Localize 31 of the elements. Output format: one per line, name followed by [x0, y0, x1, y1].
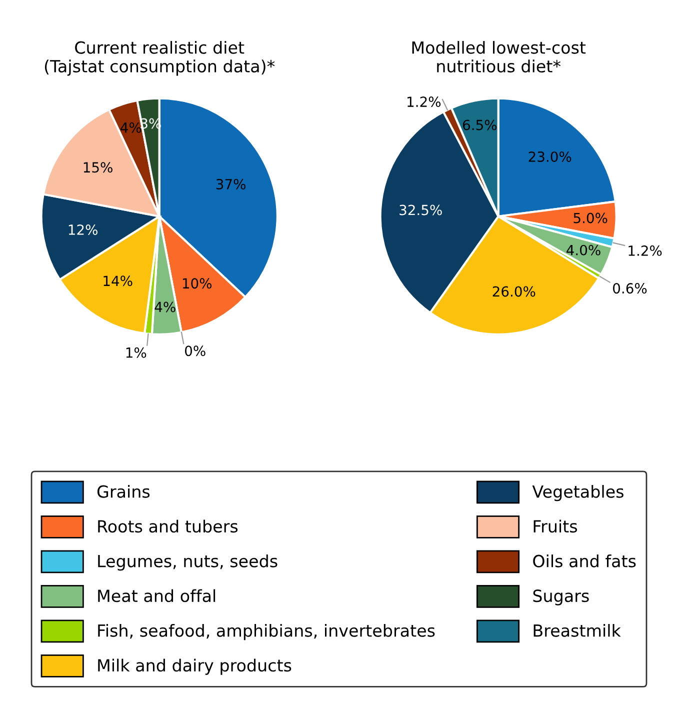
- data-label: 26.0%: [492, 286, 536, 297]
- data-label: 1.2%: [408, 96, 441, 108]
- data-label: 0.6%: [613, 283, 647, 294]
- legend-label: Milk and dairy products: [98, 658, 292, 675]
- data-label: 1%: [126, 347, 146, 358]
- legend-label: Vegetables: [532, 484, 624, 502]
- data-label: 14%: [104, 276, 132, 286]
- data-label: 32.5%: [400, 204, 442, 216]
- data-label: 4.0%: [566, 244, 600, 256]
- chart-title: Modelled lowest-cost nutritious diet*: [412, 40, 586, 73]
- data-label: 37%: [216, 178, 246, 190]
- data-label: 6.5%: [462, 120, 497, 130]
- legend-label: Breastmilk: [534, 624, 621, 637]
- legend-label: Sugars: [533, 590, 589, 606]
- data-label: 1.2%: [628, 245, 662, 256]
- legend-label: Oils and fats: [533, 554, 636, 568]
- data-label: 4%: [154, 302, 176, 312]
- text: 0%: [185, 346, 206, 356]
- data-label: 4%: [120, 122, 142, 133]
- legend-label: Legumes, nuts, seeds: [98, 554, 278, 571]
- data-label: 10%: [182, 278, 212, 289]
- data-label: 5.0%: [574, 212, 608, 224]
- legend-label: Fish, seafood, amphibians, invertebrates: [98, 624, 435, 640]
- legend-label: Fruits: [534, 520, 577, 533]
- legend-label: Meat and offal: [98, 589, 216, 602]
- legend-label: Grains: [97, 484, 150, 498]
- legend-label: Roots and tubers: [98, 520, 238, 533]
- data-label: 12%: [68, 224, 98, 235]
- chart-title: Current realistic diet (Tajstat consumption data)*: [44, 40, 275, 76]
- data-label: 15%: [84, 162, 112, 173]
- data-label: 23.0%: [528, 151, 572, 162]
